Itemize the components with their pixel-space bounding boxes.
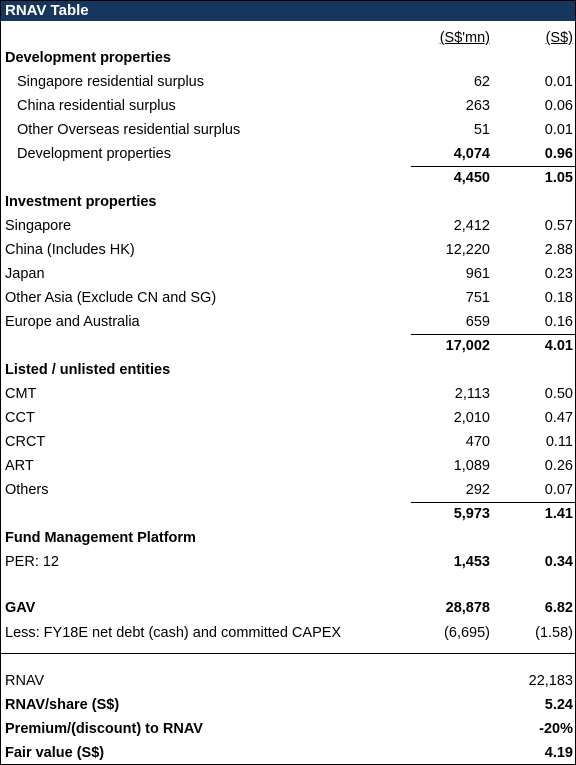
- total-mn: 5,973: [453, 506, 490, 522]
- row-label: Development properties: [17, 146, 171, 162]
- row-label: Others: [5, 482, 49, 498]
- cell-sgd: 0.96: [544, 146, 573, 162]
- cell-mn: 263: [465, 98, 490, 114]
- total-mn: 17,002: [445, 338, 490, 354]
- rnav-value: -20%: [539, 721, 573, 737]
- cell-sgd: 0.57: [544, 218, 573, 234]
- rnav-value: 5.24: [544, 697, 573, 713]
- cell-mn: 961: [465, 266, 490, 282]
- row-label: Other Overseas residential surplus: [17, 122, 241, 138]
- rnav-label: RNAV/share (S$): [5, 697, 120, 713]
- cell-sgd: 0.34: [544, 554, 573, 570]
- cell-mn: 751: [465, 290, 490, 306]
- cell-mn: 4,074: [453, 146, 490, 162]
- rnav-label: Premium/(discount) to RNAV: [5, 721, 203, 737]
- cell-sgd: 0.07: [544, 482, 573, 498]
- row-label: CRCT: [5, 434, 46, 450]
- cell-mn: 292: [465, 482, 490, 498]
- rule: [411, 166, 575, 167]
- row-label: China residential surplus: [17, 98, 176, 114]
- cell-mn: 2,113: [454, 386, 490, 402]
- cell-sgd: 0.50: [544, 386, 573, 402]
- title-bar: RNAV Table: [1, 1, 575, 21]
- row-label: PER: 12: [5, 554, 59, 570]
- row-label: Less: FY18E net debt (cash) and committe…: [5, 625, 342, 641]
- cell-sgd: (1.58): [535, 625, 573, 641]
- section-title: Investment properties: [5, 194, 157, 210]
- row-label: CCT: [5, 410, 35, 426]
- row-label: Europe and Australia: [5, 314, 140, 330]
- cell-sgd: 0.18: [544, 290, 573, 306]
- cell-mn: 28,878: [445, 600, 490, 616]
- row-label: ART: [5, 458, 34, 474]
- row-label: GAV: [5, 600, 36, 616]
- section-title: Listed / unlisted entities: [5, 362, 171, 378]
- cell-sgd: 0.01: [544, 122, 573, 138]
- cell-sgd: 0.01: [544, 74, 573, 90]
- cell-sgd: 0.16: [544, 314, 573, 330]
- cell-sgd: 6.82: [544, 600, 573, 616]
- cell-mn: 62: [473, 74, 490, 90]
- cell-mn: 2,412: [453, 218, 490, 234]
- row-label: Singapore residential surplus: [17, 74, 204, 90]
- rule: [411, 502, 575, 503]
- cell-sgd: 0.26: [544, 458, 573, 474]
- total-sgd: 1.05: [544, 170, 573, 186]
- cell-sgd: 0.23: [544, 266, 573, 282]
- cell-sgd: 2.88: [544, 242, 573, 258]
- cell-mn: 51: [473, 122, 490, 138]
- rnav-value: 22,183: [528, 673, 573, 689]
- rule: [411, 334, 575, 335]
- row-label: Japan: [5, 266, 45, 282]
- section-title: Development properties: [5, 50, 171, 66]
- row-label: Other Asia (Exclude CN and SG): [5, 290, 217, 306]
- cell-mn: 1,089: [453, 458, 490, 474]
- cell-sgd: 0.11: [545, 434, 573, 450]
- cell-mn: (6,695): [444, 625, 490, 641]
- total-sgd: 4.01: [544, 338, 573, 354]
- rnav-label: Fair value (S$): [5, 745, 105, 761]
- rnav-value: 4.19: [544, 745, 573, 761]
- column-header: (S$): [545, 30, 573, 46]
- row-label: China (Includes HK): [5, 242, 135, 258]
- column-header: (S$'mn): [439, 30, 490, 46]
- section-title: Fund Management Platform: [5, 530, 196, 546]
- table-title: RNAV Table: [5, 2, 89, 19]
- cell-mn: 1,453: [453, 554, 490, 570]
- cell-mn: 12,220: [445, 242, 490, 258]
- total-mn: 4,450: [453, 170, 490, 186]
- cell-sgd: 0.47: [544, 410, 573, 426]
- cell-mn: 470: [465, 434, 490, 450]
- cell-mn: 659: [465, 314, 490, 330]
- rnav-label: RNAV: [5, 673, 45, 689]
- cell-mn: 2,010: [453, 410, 490, 426]
- rule: [1, 653, 575, 654]
- row-label: CMT: [5, 386, 37, 402]
- cell-sgd: 0.06: [544, 98, 573, 114]
- total-sgd: 1.41: [544, 506, 573, 522]
- row-label: Singapore: [5, 218, 72, 234]
